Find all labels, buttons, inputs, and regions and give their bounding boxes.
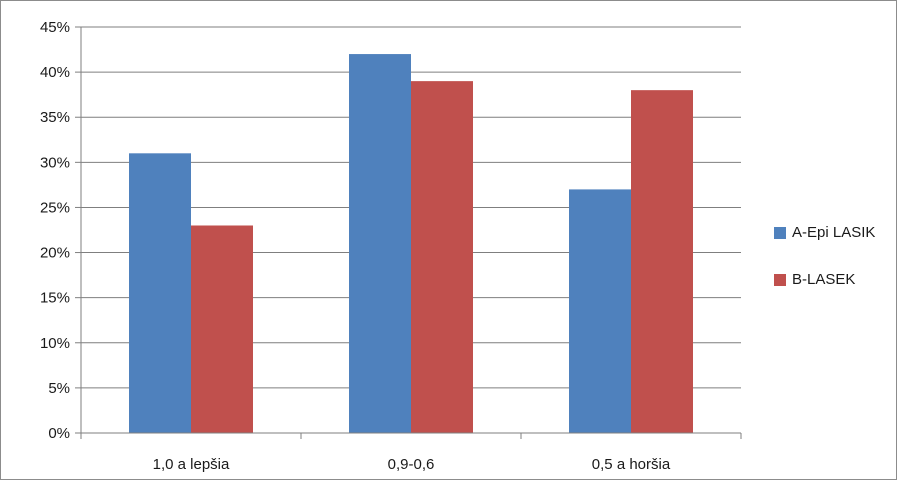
x-tick-label: 0,5 a horšia — [592, 456, 671, 473]
legend-swatch-series-a — [774, 226, 786, 239]
x-tick-labels: 1,0 a lepšia 0,9-0,6 0,5 a horšia — [153, 456, 671, 473]
bar — [191, 225, 253, 433]
bars — [129, 54, 693, 434]
y-tick-label: 45% — [40, 19, 70, 36]
axes — [75, 26, 742, 439]
y-tick-labels: 0% 5% 10% 15% 20% 25% 30% 35% 40% 45% — [40, 19, 70, 442]
y-tick-label: 15% — [40, 290, 70, 307]
bar — [349, 54, 411, 434]
bar — [631, 90, 693, 434]
legend-label-series-b: B-LASEK — [792, 271, 856, 288]
legend-swatch-series-b — [774, 273, 786, 286]
legend-item-series-a: A-Epi LASIK — [774, 223, 875, 242]
y-tick-label: 0% — [48, 425, 70, 442]
y-tick-label: 30% — [40, 154, 70, 171]
bar — [411, 81, 473, 433]
x-tick-label: 1,0 a lepšia — [153, 456, 230, 473]
y-tick-label: 40% — [40, 64, 70, 81]
legend: A-Epi LASIK B-LASEK — [774, 223, 875, 317]
y-tick-label: 10% — [40, 335, 70, 352]
bar — [129, 153, 191, 434]
bar — [569, 189, 631, 433]
legend-item-series-b: B-LASEK — [774, 270, 875, 289]
x-tick-label: 0,9-0,6 — [388, 456, 435, 473]
y-tick-label: 25% — [40, 199, 70, 216]
y-tick-label: 5% — [48, 380, 70, 397]
y-tick-label: 20% — [40, 245, 70, 262]
y-tick-label: 35% — [40, 109, 70, 126]
legend-label-series-a: A-Epi LASIK — [792, 224, 876, 241]
